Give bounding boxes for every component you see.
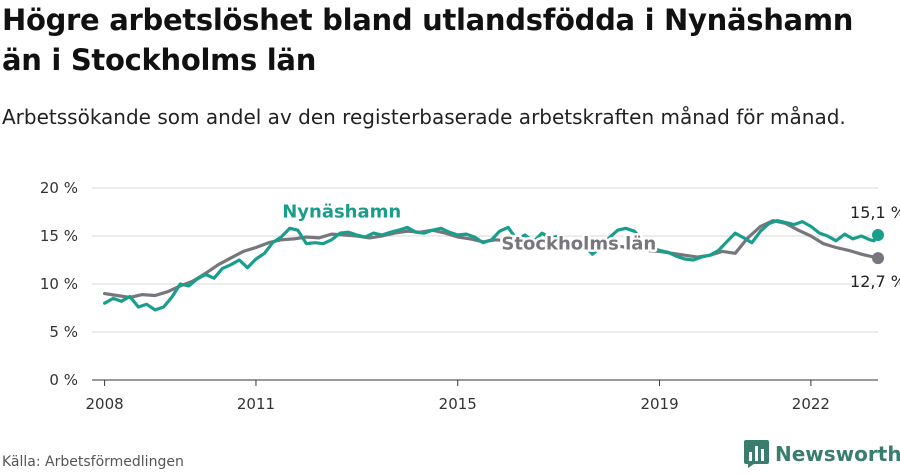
bar-chart-icon xyxy=(744,440,769,468)
end-value-label-nynashamn: 15,1 % xyxy=(850,203,900,222)
y-tick-label: 10 % xyxy=(40,275,78,293)
x-axis: 2008 2011 2015 2019 2022 xyxy=(86,380,830,413)
series-lines xyxy=(103,219,880,312)
y-axis: 0 % 5 % 10 % 15 % 20 % xyxy=(40,179,78,389)
series-line xyxy=(103,219,880,312)
chart-subtitle: Arbetssökande som andel av den registerb… xyxy=(2,105,846,129)
end-marker xyxy=(872,252,884,265)
source-note: Källa: Arbetsförmedlingen xyxy=(2,454,184,470)
end-marker xyxy=(872,229,884,242)
x-tick-label: 2008 xyxy=(86,395,124,413)
y-tick-label: 0 % xyxy=(49,371,78,389)
series-label-stockholms-lan: Stockholms län xyxy=(501,234,656,255)
end-markers xyxy=(872,229,884,265)
y-tick-label: 20 % xyxy=(40,179,78,197)
series-labels: Nynäshamn Stockholms län xyxy=(280,199,659,257)
series-label-nynashamn: Nynäshamn xyxy=(282,201,401,222)
chart-title: Högre arbetslöshet bland utlandsfödda i … xyxy=(2,3,854,77)
x-tick-label: 2019 xyxy=(640,395,678,413)
x-tick-label: 2011 xyxy=(237,395,275,413)
series-line xyxy=(103,219,880,299)
brand-logo: Newsworthy xyxy=(744,440,900,468)
line-chart: 0 %5 %10 %15 %20 % 2008 2011 2015 2019 2022 … xyxy=(40,179,900,413)
brand-name: Newsworthy xyxy=(775,442,900,466)
x-tick-label: 2022 xyxy=(792,395,830,413)
y-tick-label: 5 % xyxy=(49,323,78,341)
y-tick-label: 15 % xyxy=(40,227,78,245)
end-value-label-stockholms-lan: 12,7 % xyxy=(850,272,900,291)
x-tick-label: 2015 xyxy=(439,395,477,413)
grid xyxy=(92,187,878,333)
